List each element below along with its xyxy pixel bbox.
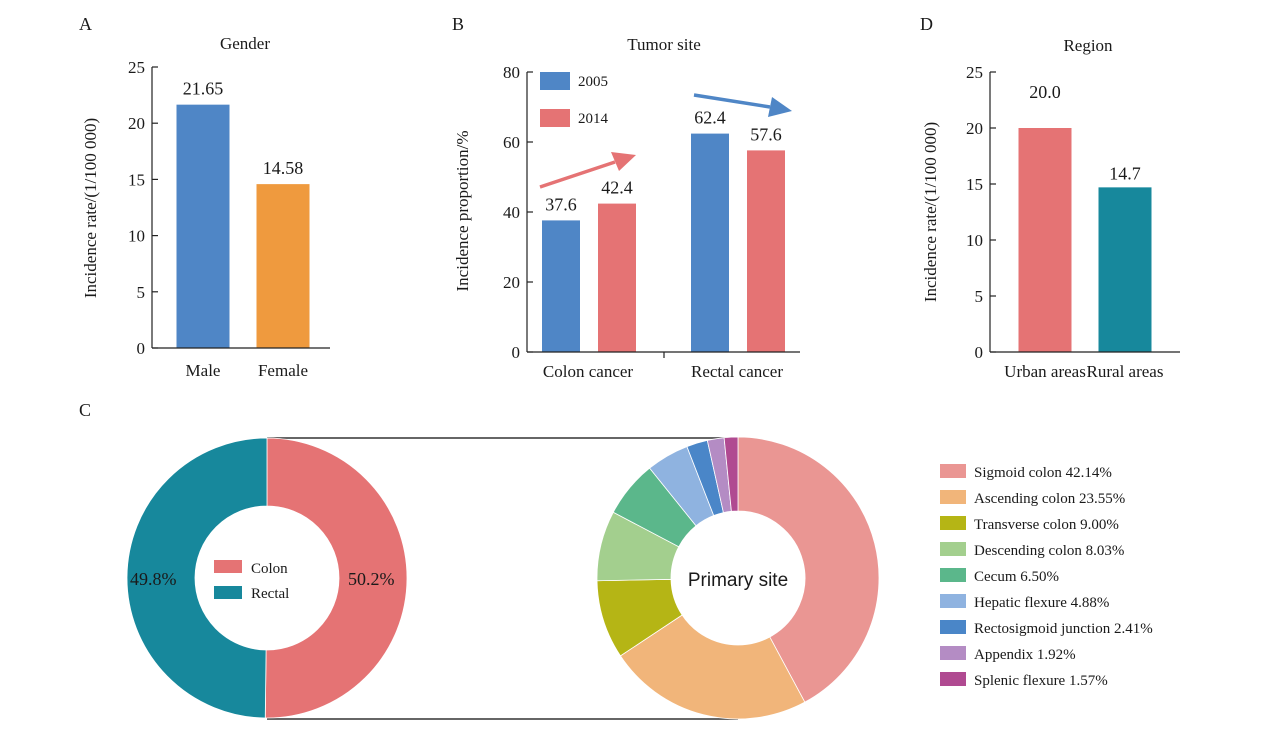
primary-site-legend-swatch — [940, 568, 966, 582]
primary-site-legend-label: Appendix 1.92% — [974, 647, 1076, 663]
trend-arrow-up — [539, 152, 636, 189]
primary-site-legend-label: Hepatic flexure 4.88% — [974, 595, 1109, 611]
primary-site-legend-swatch — [940, 516, 966, 530]
gender-y-tick-label: 10 — [128, 227, 145, 246]
gender-bar-chart: Gender Incidence rate/(1/100 000) 0 5 10 15… — [81, 34, 330, 380]
panel-letter-b: B — [452, 14, 464, 34]
primary-site-legend-swatch — [940, 490, 966, 504]
gender-bar-value-label: 14.58 — [263, 158, 304, 178]
primary-site-legend-label: Descending colon 8.03% — [974, 543, 1124, 559]
region-y-axis-label: Incidence rate/(1/100 000) — [921, 122, 940, 302]
gender-y-tick-label: 0 — [137, 339, 146, 358]
tumor-site-y-axis-label: Incidence proportion/% — [453, 131, 472, 292]
region-bar-chart: Region Incidence rate/(1/100 000) 0 5 10 15… — [921, 36, 1180, 381]
tumor-site-bar-chart: Tumor site Incidence proportion/% 0 20 40 6… — [453, 35, 800, 381]
region-y-tick-label: 10 — [966, 231, 983, 250]
panel-letter-a: A — [79, 14, 92, 34]
legend-swatch-2005 — [540, 72, 570, 90]
site-distribution-donuts: Colon Rectal 50.2% 49.8% Primary site Si… — [126, 436, 1153, 720]
region-y-tick-label: 20 — [966, 119, 983, 138]
donut-center-label: Primary site — [688, 570, 788, 591]
gender-y-tick-label: 25 — [128, 58, 145, 77]
tumor-site-y-tick-label: 40 — [503, 203, 520, 222]
gender-bar-value-label: 21.65 — [183, 79, 224, 99]
region-category-label: Rural areas — [1087, 362, 1164, 381]
primary-site-legend-swatch — [940, 542, 966, 556]
tumor-site-bar-value-label: 42.4 — [601, 178, 633, 198]
gender-category-label: Female — [258, 361, 308, 380]
primary-site-legend: Sigmoid colon 42.14% Ascending colon 23.5… — [940, 464, 1153, 689]
primary-site-legend-swatch — [940, 594, 966, 608]
legend-swatch-2014 — [540, 109, 570, 127]
primary-site-slice-splenic-flexure — [723, 436, 739, 512]
tumor-site-y-tick-label: 0 — [512, 343, 521, 362]
primary-site-legend-label: Rectosigmoid junction 2.41% — [974, 621, 1153, 637]
region-y-tick-label: 5 — [975, 287, 984, 306]
primary-site-legend-swatch — [940, 620, 966, 634]
primary-site-legend-swatch — [940, 464, 966, 478]
primary-site-legend-label: Cecum 6.50% — [974, 569, 1059, 585]
primary-site-slice-ascending-colon — [619, 614, 806, 720]
primary-site-legend-label: Sigmoid colon 42.14% — [974, 465, 1112, 481]
region-y-tick-label: 15 — [966, 175, 983, 194]
tumor-site-category-label: Colon cancer — [543, 362, 633, 381]
tumor-site-chart-title: Tumor site — [627, 35, 701, 54]
tumor-site-bar-2005 — [542, 220, 580, 352]
region-bar — [1018, 128, 1072, 352]
region-y-tick-label: 0 — [975, 343, 984, 362]
primary-site-legend-label: Splenic flexure 1.57% — [974, 673, 1108, 689]
primary-site-slice-sigmoid-colon — [737, 436, 880, 703]
region-bar-value-label: 14.7 — [1109, 163, 1141, 183]
tumor-site-bar-2005 — [691, 133, 729, 352]
legend-label-2005: 2005 — [578, 74, 608, 90]
legend-label-colon: Colon — [251, 561, 288, 577]
tumor-site-y-tick-label: 80 — [503, 63, 520, 82]
tumor-site-y-tick-label: 20 — [503, 273, 520, 292]
tumor-site-bar-2014 — [747, 150, 785, 352]
gender-y-tick-label: 15 — [128, 170, 145, 189]
tumor-site-y-tick-label: 60 — [503, 133, 520, 152]
donut-label-rectal-pct: 49.8% — [130, 569, 177, 589]
tumor-site-category-label: Rectal cancer — [691, 362, 783, 381]
region-category-label: Urban areas — [1004, 362, 1086, 381]
region-bar-value-label: 20.0 — [1029, 82, 1061, 102]
gender-y-tick-label: 20 — [128, 114, 145, 133]
site-split-slice-colon — [264, 437, 408, 719]
tumor-site-bar-value-label: 57.6 — [750, 124, 782, 144]
primary-site-legend-label: Ascending colon 23.55% — [974, 491, 1125, 507]
region-chart-title: Region — [1063, 36, 1113, 55]
primary-site-legend-label: Transverse colon 9.00% — [974, 517, 1119, 533]
legend-swatch-colon — [214, 560, 242, 573]
gender-chart-title: Gender — [220, 34, 270, 53]
region-bar — [1098, 187, 1152, 352]
legend-label-2014: 2014 — [578, 111, 609, 127]
trend-arrow-down — [693, 93, 792, 117]
gender-y-axis-label: Incidence rate/(1/100 000) — [81, 118, 100, 298]
panel-letter-c: C — [79, 400, 91, 420]
primary-site-legend-swatch — [940, 672, 966, 686]
gender-category-label: Male — [186, 361, 221, 380]
gender-bar-female — [256, 184, 310, 348]
legend-swatch-rectal — [214, 586, 242, 599]
primary-site-legend-swatch — [940, 646, 966, 660]
site-split-slice-rectal — [126, 437, 268, 719]
panel-letter-d: D — [920, 14, 933, 34]
tumor-site-bar-value-label: 62.4 — [694, 108, 726, 128]
donut-label-colon-pct: 50.2% — [348, 569, 395, 589]
tumor-site-bar-value-label: 37.6 — [545, 194, 577, 214]
gender-bar-male — [176, 104, 230, 349]
gender-y-tick-label: 5 — [137, 283, 146, 302]
tumor-site-bar-2014 — [598, 203, 636, 352]
region-y-tick-label: 25 — [966, 63, 983, 82]
legend-label-rectal: Rectal — [251, 586, 289, 602]
